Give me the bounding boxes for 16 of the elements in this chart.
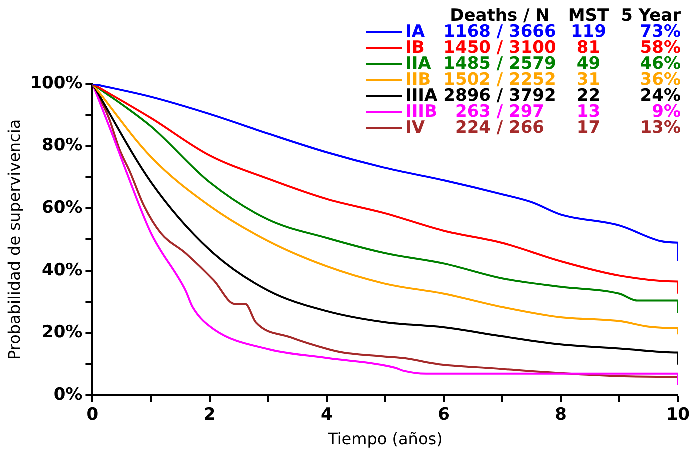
x-axis-title: Tiempo (años) (327, 430, 443, 449)
x-tick-label: 6 (438, 405, 450, 426)
y-tick-label: 20% (42, 322, 83, 343)
annotation: 224 / 266 (454, 118, 546, 138)
y-tick-label: 80% (42, 136, 83, 156)
y-tick-label: 60% (42, 198, 83, 218)
y-axis-title: Probabilidad de supervivencia (4, 119, 24, 360)
x-tick-label: 8 (555, 405, 568, 426)
y-tick-label: 40% (42, 260, 83, 280)
annotation: 13% (639, 118, 682, 138)
y-tick-label: 0% (54, 384, 83, 405)
x-tick-label: 0 (86, 405, 99, 426)
y-tick-label: 100% (30, 73, 83, 94)
x-tick-label: 10 (666, 405, 690, 426)
x-tick-label: 4 (320, 405, 333, 426)
x-tick-label: 2 (204, 405, 216, 426)
